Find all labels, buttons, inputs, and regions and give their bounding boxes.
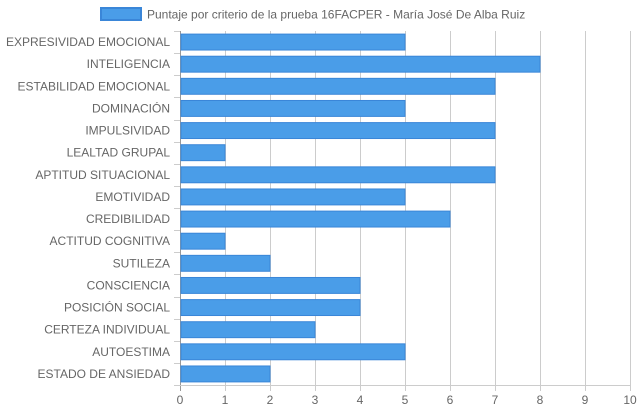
x-tick-label: 1 — [222, 393, 229, 407]
bar[interactable] — [180, 55, 541, 73]
x-tick-label: 4 — [357, 393, 364, 407]
category-label: INTELIGENCIA — [87, 57, 170, 71]
category-label: POSICIÓN SOCIAL — [64, 300, 170, 315]
value-axis: 0 1 2 3 4 5 6 7 8 9 10 — [177, 393, 637, 407]
bar[interactable] — [180, 321, 316, 339]
category-label: CERTEZA INDIVIDUAL — [44, 323, 170, 337]
category-label: EMOTIVIDAD — [95, 190, 170, 204]
bar[interactable] — [180, 33, 406, 51]
bar[interactable] — [180, 210, 451, 228]
legend[interactable]: Puntaje por criterio de la prueba 16FACP… — [100, 7, 525, 22]
bar[interactable] — [180, 188, 406, 206]
bar[interactable] — [180, 254, 271, 272]
bar[interactable] — [180, 77, 496, 95]
category-label: EXPRESIVIDAD EMOCIONAL — [6, 35, 170, 49]
bar[interactable] — [180, 299, 361, 317]
category-label: ACTITUD COGNITIVA — [50, 234, 170, 248]
category-label: APTITUD SITUACIONAL — [35, 168, 170, 182]
bar[interactable] — [180, 343, 406, 361]
x-tick-label: 7 — [492, 393, 499, 407]
x-tick-label: 5 — [402, 393, 409, 407]
bar[interactable] — [180, 276, 361, 294]
x-tick-label: 0 — [177, 393, 184, 407]
category-label: AUTOESTIMA — [92, 345, 170, 359]
legend-label[interactable]: Puntaje por criterio de la prueba 16FACP… — [147, 8, 525, 22]
category-label: DOMINACIÓN — [92, 100, 170, 115]
legend-swatch[interactable] — [100, 7, 142, 21]
x-tick-label: 3 — [312, 393, 319, 407]
x-tick-label: 8 — [537, 393, 544, 407]
category-label: SUTILEZA — [113, 256, 170, 270]
bar[interactable] — [180, 166, 496, 184]
category-label: LEALTAD GRUPAL — [67, 146, 171, 160]
category-label: CREDIBILIDAD — [86, 212, 170, 226]
category-label: ESTADO DE ANSIEDAD — [38, 367, 171, 381]
x-tick-label: 10 — [623, 393, 637, 407]
category-axis: EXPRESIVIDAD EMOCIONAL INTELIGENCIA ESTABI… — [6, 35, 170, 381]
category-label: IMPULSIVIDAD — [85, 124, 170, 138]
bar[interactable] — [180, 122, 496, 140]
bar[interactable] — [180, 365, 271, 383]
x-tick-label: 6 — [447, 393, 454, 407]
bar[interactable] — [180, 144, 226, 162]
x-tick-label: 9 — [582, 393, 589, 407]
category-label: ESTABILIDAD EMOCIONAL — [18, 79, 171, 93]
bar-series — [180, 33, 541, 383]
category-label: CONSCIENCIA — [87, 278, 170, 292]
bar[interactable] — [180, 232, 226, 250]
x-tick-label: 2 — [267, 393, 274, 407]
bar[interactable] — [180, 99, 406, 117]
